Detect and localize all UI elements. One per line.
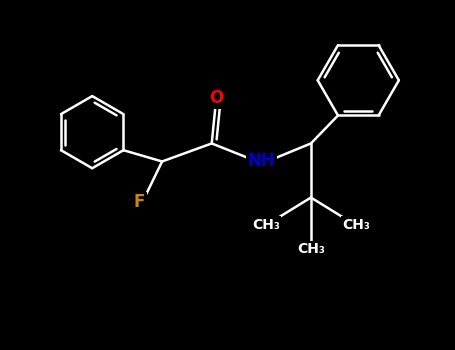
Text: NH: NH [248,153,275,170]
Text: CH₃: CH₃ [252,218,280,232]
Text: CH₃: CH₃ [297,243,325,257]
Text: O: O [209,89,223,107]
Text: F: F [134,193,145,211]
Text: CH₃: CH₃ [342,218,370,232]
